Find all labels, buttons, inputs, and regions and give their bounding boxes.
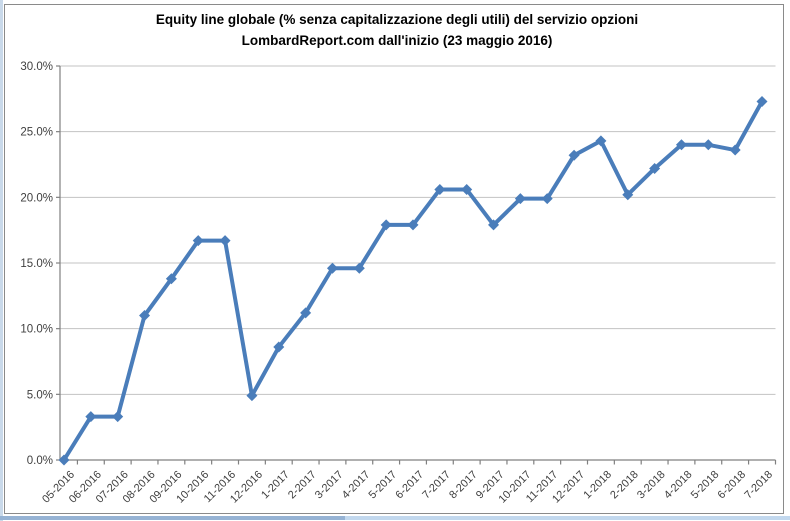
data-point-marker — [273, 341, 285, 353]
x-tick-label: 1-2017 — [259, 469, 292, 502]
data-point-marker — [139, 310, 151, 322]
data-point-marker — [702, 139, 714, 151]
data-point-marker — [380, 219, 392, 231]
data-point-marker — [85, 411, 97, 423]
x-tick-label: 2-2017 — [286, 469, 319, 502]
x-tick-label: 6-2018 — [716, 469, 749, 502]
data-point-marker — [568, 149, 580, 161]
y-tick-label: 15.0% — [20, 258, 53, 270]
data-point-marker — [488, 219, 500, 231]
x-tick-label: 5-2017 — [367, 469, 400, 502]
data-point-marker — [756, 95, 768, 107]
data-point-marker — [112, 411, 124, 423]
y-tick-label: 0.0% — [27, 455, 53, 467]
data-point-marker — [514, 193, 526, 205]
x-tick-label: 1-2018 — [581, 469, 614, 502]
x-tick-label: 4-2017 — [340, 469, 373, 502]
data-point-marker — [649, 162, 661, 174]
y-tick-label: 5.0% — [27, 389, 53, 401]
chart-title-line2: LombardReport.com dall'inizio (23 maggio… — [242, 33, 553, 48]
y-tick-label: 25.0% — [20, 127, 53, 139]
data-point-marker — [246, 390, 258, 402]
data-point-marker — [461, 183, 473, 195]
window-edge-left — [0, 0, 3, 521]
x-tick-label: 3-2018 — [635, 469, 668, 502]
data-point-marker — [192, 235, 204, 247]
data-point-marker — [622, 189, 634, 201]
window-edge-bottom-left — [0, 516, 345, 520]
window-edge-bottom-right — [345, 516, 790, 520]
x-tick-label: 8-2017 — [447, 469, 480, 502]
data-point-marker — [58, 454, 70, 466]
x-tick-label: 5-2018 — [689, 469, 722, 502]
data-point-marker — [434, 183, 446, 195]
data-point-marker — [595, 135, 607, 147]
data-point-marker — [326, 262, 338, 274]
data-point-marker — [300, 307, 312, 319]
x-tick-label: 2-2018 — [608, 469, 641, 502]
data-point-marker — [729, 144, 741, 156]
chart-frame — [4, 4, 784, 514]
y-tick-label: 10.0% — [20, 324, 53, 336]
x-tick-label: 4-2018 — [662, 469, 695, 502]
data-point-marker — [219, 235, 231, 247]
data-point-marker — [165, 273, 177, 285]
y-tick-label: 20.0% — [20, 192, 53, 204]
plot-area: 0.0%5.0%10.0%15.0%20.0%25.0%30.0%05-2016… — [20, 61, 777, 506]
y-tick-label: 30.0% — [20, 61, 53, 73]
data-point-marker — [407, 219, 419, 231]
data-point-marker — [353, 262, 365, 274]
x-tick-label: 7-2017 — [420, 469, 453, 502]
chart-title-line1: Equity line globale (% senza capitalizza… — [156, 12, 638, 27]
data-point-marker — [541, 193, 553, 205]
x-tick-label: 3-2017 — [313, 469, 346, 502]
data-point-marker — [675, 139, 687, 151]
x-tick-label: 7-2018 — [742, 469, 775, 502]
x-tick-label: 6-2017 — [393, 469, 426, 502]
